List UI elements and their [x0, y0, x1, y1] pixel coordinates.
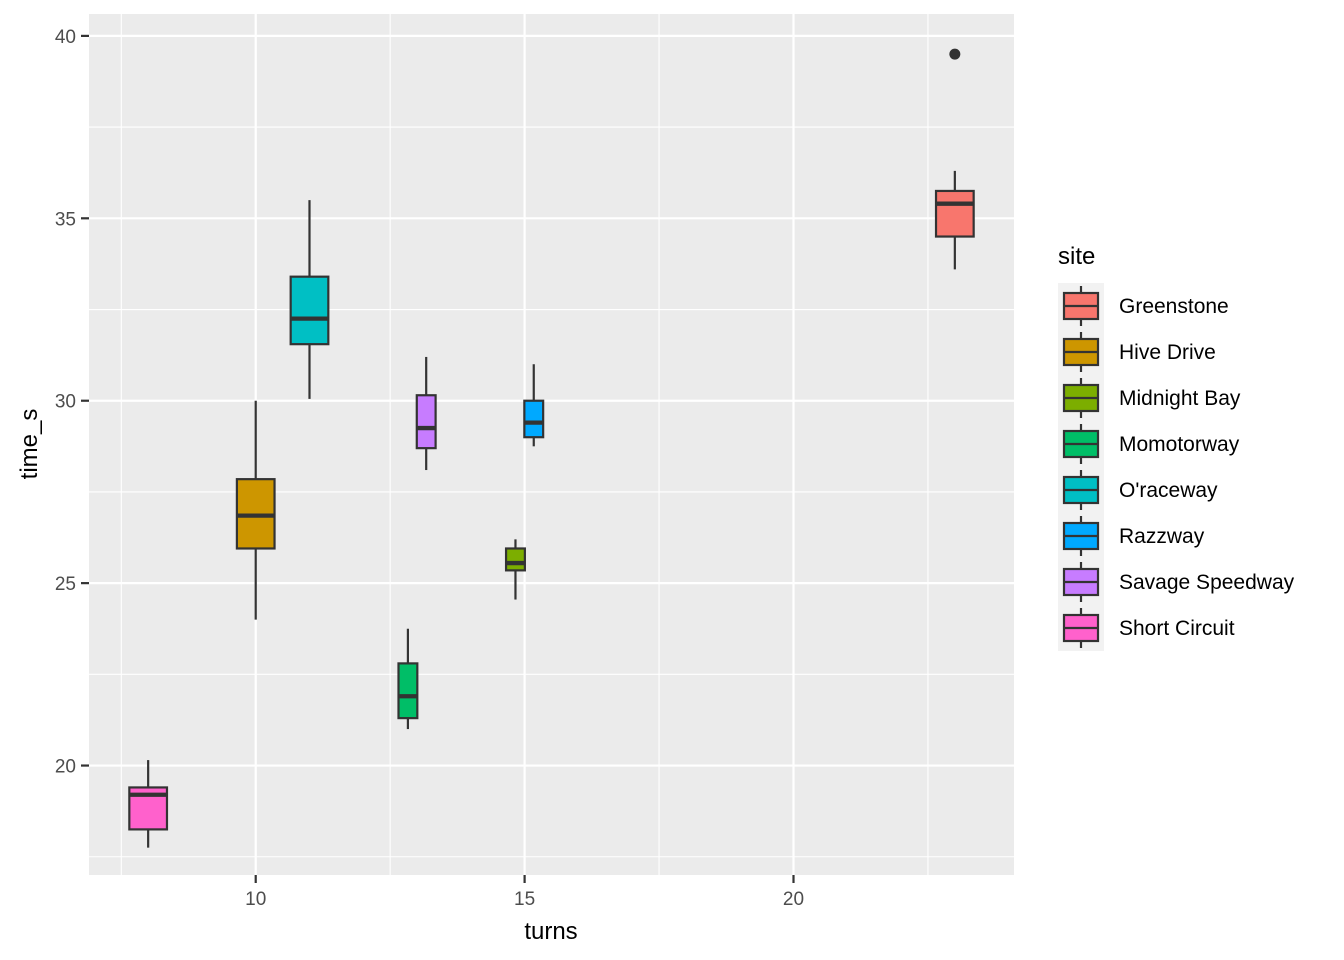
legend-item: Momotorway [1062, 424, 1240, 464]
legend-label: Greenstone [1119, 295, 1229, 318]
legend-label: O'raceway [1119, 479, 1218, 502]
box [504, 547, 526, 572]
legend-item: Savage Speedway [1062, 562, 1295, 602]
legend-item: Midnight Bay [1062, 378, 1241, 418]
legend: site Greenstone Hive Drive Midnight Bay Mom… [1058, 243, 1295, 651]
boxplot-o-raceway [289, 200, 330, 399]
x-tick-label: 15 [514, 889, 535, 910]
boxplot-savage-speedway [415, 356, 437, 471]
box [415, 394, 437, 450]
legend-label: Razzway [1119, 525, 1205, 548]
legend-item: Razzway [1062, 516, 1205, 556]
y-tick-label: 20 [55, 757, 76, 778]
grid-major [89, 14, 1014, 875]
y-axis: 20 25 30 35 40 [55, 27, 89, 778]
y-tick-label: 35 [55, 209, 76, 230]
y-tick-label: 30 [55, 392, 76, 413]
y-tick-label: 40 [55, 27, 76, 48]
x-tick-label: 10 [245, 889, 266, 910]
boxplot-razzway [523, 364, 545, 447]
legend-item: Hive Drive [1062, 332, 1216, 372]
legend-item: Short Circuit [1062, 608, 1235, 648]
box [289, 275, 330, 346]
legend-keys: Greenstone Hive Drive Midnight Bay Momotorw… [1062, 286, 1295, 648]
boxes [128, 48, 975, 848]
legend-title: site [1058, 243, 1095, 270]
boxplot-short-circuit [128, 760, 169, 848]
legend-item: O'raceway [1062, 470, 1218, 510]
legend-label: Savage Speedway [1119, 571, 1295, 594]
boxplot-midnight-bay [504, 539, 526, 600]
boxplot-momotorway [397, 628, 419, 730]
x-tick-label: 20 [783, 889, 804, 910]
legend-label: Momotorway [1119, 433, 1240, 456]
legend-label: Short Circuit [1119, 617, 1235, 640]
y-tick-label: 25 [55, 574, 76, 595]
legend-label: Midnight Bay [1119, 387, 1241, 410]
x-axis-title: turns [524, 918, 577, 945]
boxplot-hive-drive [235, 400, 276, 620]
box [934, 189, 975, 238]
box [523, 399, 545, 439]
y-axis-title: time_s [16, 409, 43, 480]
outlier-point [949, 48, 961, 60]
boxplot-greenstone [934, 48, 975, 270]
legend-item: Greenstone [1062, 286, 1229, 326]
plot-panel [89, 14, 1014, 875]
box [397, 662, 419, 720]
legend-label: Hive Drive [1119, 341, 1216, 364]
x-axis: 10 15 20 [245, 875, 804, 910]
